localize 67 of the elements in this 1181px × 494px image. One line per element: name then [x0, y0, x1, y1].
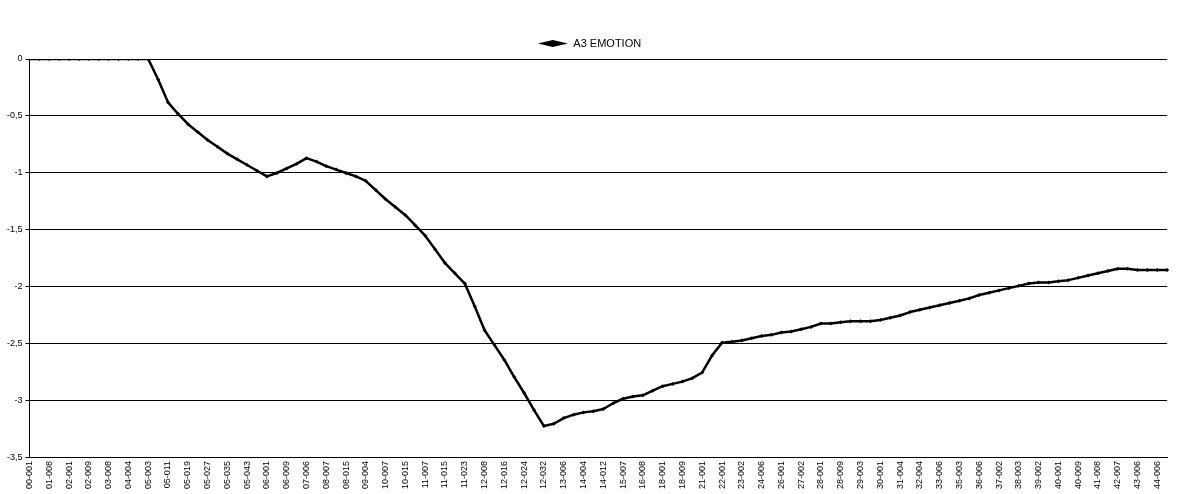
x-tick-label: 39-002 — [1033, 460, 1044, 490]
x-tick-label: 35-003 — [953, 460, 964, 490]
x-tick-label: 10-015 — [399, 460, 410, 490]
x-tick-label: 26-001 — [775, 460, 786, 490]
x-tick-label: 09-004 — [360, 460, 371, 490]
x-tick-label: 38-003 — [1013, 460, 1024, 490]
x-tick-label: 00-001 — [23, 460, 34, 490]
x-tick-label: 08-015 — [340, 460, 351, 490]
x-tick-label: 14-004 — [578, 460, 588, 490]
x-tick-label: 28-001 — [815, 460, 826, 490]
x-tick-label: 18-009 — [676, 460, 687, 490]
x-tick-label: 12-032 — [538, 460, 549, 490]
x-tick-label: 18-001 — [657, 460, 668, 490]
x-tick-label: 23-002 — [736, 460, 747, 490]
x-tick-label: 21-001 — [696, 460, 707, 490]
x-tick-label: 33-006 — [934, 460, 945, 490]
x-tick-label: 44-006 — [1151, 460, 1162, 490]
x-tick-label: 16-008 — [637, 460, 648, 490]
x-tick-label: 42-007 — [1112, 460, 1123, 490]
x-tick-label: 27-002 — [795, 460, 806, 490]
legend-label: A3 EMOTION — [573, 36, 642, 49]
x-tick-label: 05-011 — [162, 460, 173, 489]
x-tick-label: 31-004 — [894, 460, 905, 490]
x-tick-label: 06-009 — [281, 460, 292, 490]
x-tick-label: 01-008 — [43, 460, 54, 490]
x-tick-label: 04-004 — [122, 460, 133, 490]
x-tick-label: 03-008 — [103, 460, 114, 490]
x-tick-label: 05-003 — [142, 460, 153, 490]
y-tick-label: -1,5 — [6, 224, 23, 235]
y-tick-label: -2,5 — [6, 338, 23, 349]
y-tick-label: -3 — [14, 395, 23, 406]
x-tick-label: 05-035 — [221, 460, 232, 490]
x-tick-label: 24-006 — [756, 460, 767, 490]
y-tick-label: 0 — [17, 53, 23, 64]
x-tick-label: 37-002 — [993, 460, 1004, 490]
x-tick-label: 12-024 — [518, 460, 529, 490]
x-tick-label: 02-001 — [63, 460, 74, 490]
x-tick-label: 40-009 — [1072, 460, 1083, 490]
x-tick-label: 02-009 — [83, 460, 94, 490]
x-tick-label: 05-027 — [202, 460, 213, 490]
x-tick-label: 22-001 — [716, 460, 727, 490]
y-tick-label: -2 — [14, 281, 23, 292]
x-tick-label: 14-012 — [597, 460, 608, 490]
x-tick-label: 43-006 — [1132, 460, 1143, 490]
x-tick-label: 06-001 — [261, 460, 272, 490]
x-tick-label: 11-007 — [419, 460, 430, 489]
y-tick-label: -0,5 — [6, 110, 23, 121]
x-tick-label: 30-001 — [874, 460, 885, 490]
x-tick-label: 13-006 — [558, 460, 569, 490]
x-tick-label: 08-007 — [320, 460, 331, 490]
x-tick-label: 12-008 — [479, 460, 490, 490]
x-tick-label: 11-015 — [439, 460, 450, 489]
x-tick-label: 41-008 — [1092, 460, 1103, 490]
x-tick-label: 05-019 — [182, 460, 193, 490]
y-tick-label: -3,5 — [6, 452, 23, 463]
x-tick-label: 40-001 — [1052, 460, 1063, 490]
x-tick-label: 12-016 — [498, 460, 509, 490]
x-tick-label: 15-007 — [617, 460, 628, 490]
x-tick-label: 28-009 — [835, 460, 846, 490]
x-tick-label: 29-003 — [855, 460, 865, 490]
x-tick-label: 32-004 — [914, 460, 925, 490]
x-tick-label: 10-007 — [380, 460, 391, 490]
x-tick-label: 36-006 — [973, 460, 984, 490]
x-tick-label: 11-023 — [459, 460, 470, 489]
x-tick-label: 07-006 — [301, 460, 311, 490]
y-tick-label: -1 — [14, 167, 23, 178]
x-tick-label: 05-043 — [241, 460, 252, 490]
